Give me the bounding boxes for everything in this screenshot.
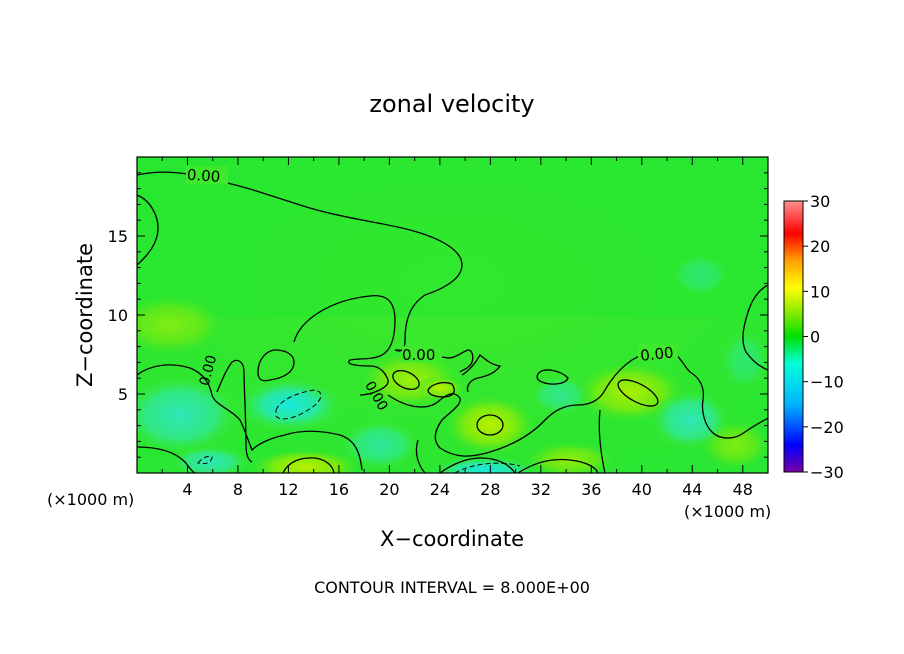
x-tick-label: 16 [329, 480, 349, 499]
contour-line [387, 350, 768, 457]
contour-interval-note: CONTOUR INTERVAL = 8.000E+00 [314, 578, 590, 597]
negative-anomaly [720, 330, 768, 390]
colorbar: 30 20 10 0 −10 −20 −30 [783, 192, 844, 482]
label-bg [402, 346, 442, 362]
contour-line [536, 369, 569, 385]
colorbar-tick-label: −30 [810, 463, 844, 482]
x-tick-label: 4 [182, 480, 192, 499]
x-tick-label: 32 [531, 480, 551, 499]
dashed-contour-line [197, 455, 213, 465]
x-unit-left: (×1000 m) [47, 490, 134, 509]
positive-anomaly [137, 295, 225, 355]
x-tick-label: 40 [632, 480, 652, 499]
plot-area: 0.00 0.00 0.00 0.00 0.00 [137, 157, 768, 473]
dashed-contour-line [275, 389, 322, 420]
colorbar-tick-label: −20 [810, 418, 844, 437]
label-bg [638, 344, 678, 360]
chart-title: zonal velocity [369, 90, 534, 118]
contour-line [617, 379, 659, 407]
contour-line [137, 446, 196, 473]
contour-line [415, 439, 426, 473]
colorbar-gradient [783, 200, 804, 473]
negative-anomaly [137, 375, 240, 455]
contour-line [476, 414, 504, 436]
y-tick-label: 10 [108, 306, 128, 325]
x-tick-label: 20 [379, 480, 399, 499]
contour-line [137, 194, 159, 266]
contour-line [293, 294, 396, 396]
positive-anomaly [445, 395, 535, 455]
label-bg [186, 166, 228, 184]
x-axis: 4 8 12 16 20 24 28 32 36 40 44 48 [161, 157, 753, 499]
x-tick-label: 44 [682, 480, 702, 499]
contour-line [282, 457, 335, 473]
contour-label: 0.00 [639, 343, 674, 364]
negative-contours [197, 389, 521, 473]
x-tick-label: 12 [278, 480, 298, 499]
negative-anomaly [235, 377, 345, 433]
contour-line [742, 284, 768, 371]
contour-label: 0.00 [197, 353, 221, 387]
y-axis-label: Z−coordinate [73, 243, 97, 387]
colorbar-tick-label: 30 [810, 192, 830, 211]
negative-anomaly [340, 420, 420, 470]
negative-anomaly [670, 253, 730, 297]
colorbar-ticks: 30 20 10 0 −10 −20 −30 [803, 192, 844, 482]
x-tick-label: 36 [581, 480, 601, 499]
negative-anomaly [430, 456, 540, 473]
negative-anomaly [170, 446, 250, 473]
contour-line [392, 369, 420, 391]
x-axis-label: X−coordinate [380, 527, 524, 551]
x-tick-label: 8 [233, 480, 243, 499]
contour-line [461, 354, 502, 393]
x-tick-label: 24 [430, 480, 450, 499]
colorbar-tick-label: 10 [810, 282, 830, 301]
contour-line [257, 349, 295, 382]
y-tick-label: 15 [108, 227, 128, 246]
y-tick-label: 5 [118, 385, 128, 404]
x-tick-label: 48 [733, 480, 753, 499]
positive-anomaly [525, 442, 615, 473]
positive-anomaly [250, 449, 360, 473]
contour-line [427, 382, 455, 398]
contour-label: 0.00 [402, 346, 435, 364]
x-unit-right: (×1000 m) [684, 502, 771, 521]
colorbar-tick-label: −10 [810, 373, 844, 392]
contour-line [517, 458, 599, 473]
contour-line [598, 409, 606, 473]
zero-contours [137, 171, 768, 473]
colorbar-tick-label: 0 [810, 328, 820, 347]
contour-label: 0.00 [186, 166, 221, 186]
colorbar-tick-label: 20 [810, 237, 830, 256]
y-axis: 5 10 15 [108, 172, 768, 458]
upper-region-fill [137, 157, 768, 317]
contour-line [216, 359, 253, 463]
x-tick-label: 28 [480, 480, 500, 499]
contour-line [439, 457, 516, 473]
negative-anomaly [650, 390, 730, 450]
dashed-contour-line [454, 462, 521, 473]
